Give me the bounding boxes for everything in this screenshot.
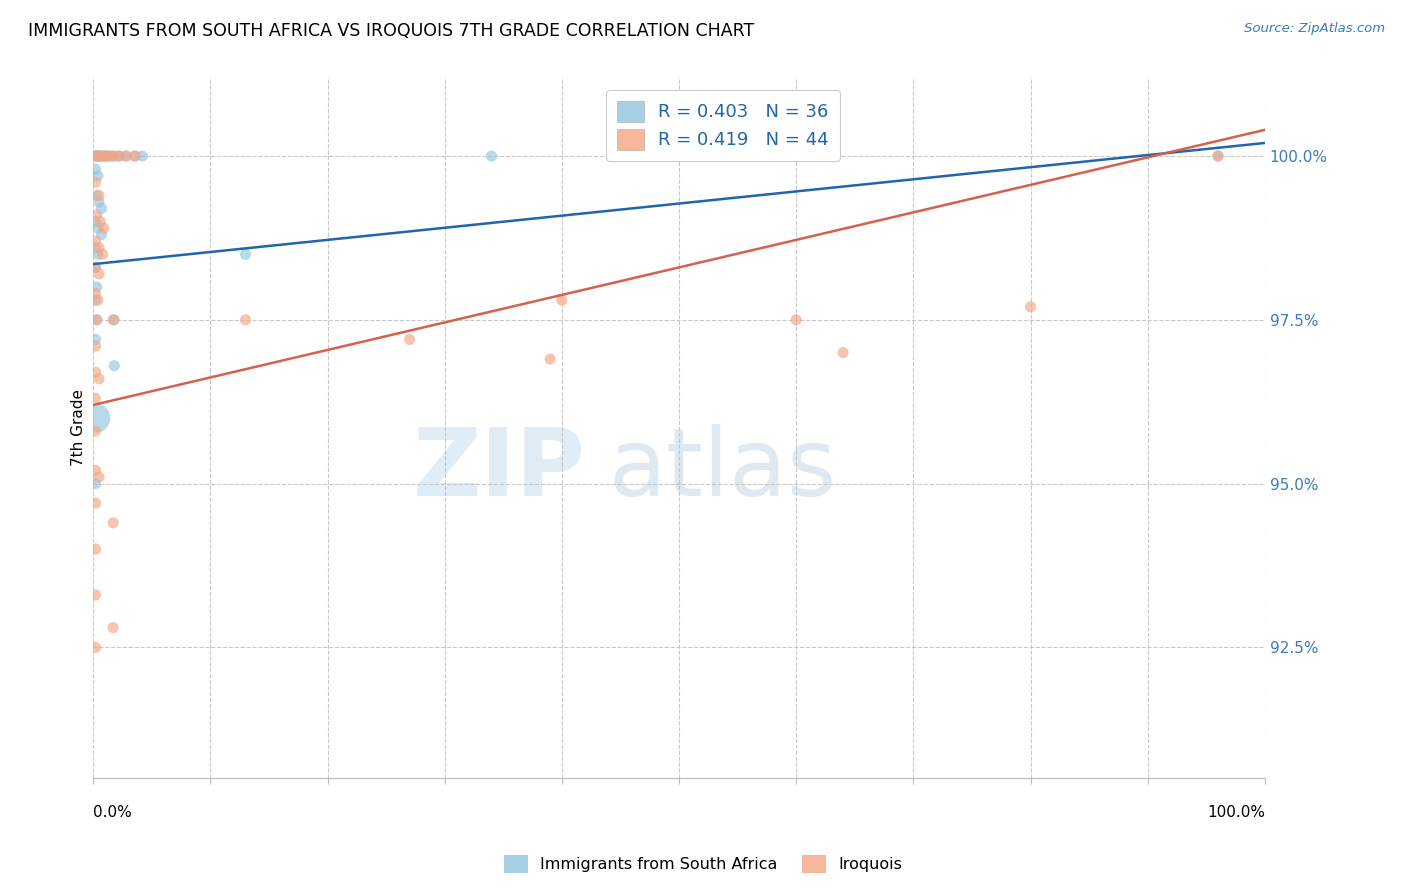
Point: [87, 149, 110, 163]
Point: [87, 372, 110, 386]
Point: [100, 149, 122, 163]
Legend: Immigrants from South Africa, Iroquois: Immigrants from South Africa, Iroquois: [498, 848, 908, 880]
Point: [87, 241, 110, 255]
Text: IMMIGRANTS FROM SOUTH AFRICA VS IROQUOIS 7TH GRADE CORRELATION CHART: IMMIGRANTS FROM SOUTH AFRICA VS IROQUOIS…: [28, 22, 755, 40]
Point: [103, 359, 125, 373]
Point: [86, 280, 108, 294]
Point: [91, 247, 114, 261]
Point: [84, 588, 107, 602]
Text: 100.0%: 100.0%: [1206, 805, 1265, 820]
Point: [86, 313, 108, 327]
Point: [1019, 300, 1042, 314]
Point: [86, 313, 108, 327]
Point: [87, 169, 110, 183]
Text: atlas: atlas: [609, 424, 837, 516]
Point: [122, 149, 145, 163]
Point: [84, 234, 107, 248]
Point: [84, 424, 107, 438]
Point: [1206, 149, 1229, 163]
Point: [84, 149, 107, 163]
Text: 0.0%: 0.0%: [93, 805, 132, 820]
Point: [91, 149, 114, 163]
Point: [84, 293, 107, 307]
Point: [87, 149, 110, 163]
Point: [84, 640, 107, 655]
Point: [84, 260, 107, 275]
Point: [86, 208, 108, 222]
Point: [84, 214, 107, 228]
Point: [84, 241, 107, 255]
Point: [87, 470, 110, 484]
Point: [103, 313, 125, 327]
Point: [84, 392, 107, 406]
Point: [84, 286, 107, 301]
Point: [93, 221, 115, 235]
Point: [87, 267, 110, 281]
Point: [84, 476, 107, 491]
Point: [87, 293, 110, 307]
Point: [398, 333, 420, 347]
Point: [538, 352, 561, 367]
Point: [1206, 149, 1229, 163]
Point: [124, 149, 146, 163]
Point: [89, 149, 111, 163]
Point: [84, 496, 107, 510]
Point: [86, 188, 108, 202]
Point: [84, 162, 107, 177]
Point: [94, 149, 117, 163]
Y-axis label: 7th Grade: 7th Grade: [72, 390, 86, 467]
Point: [84, 175, 107, 189]
Point: [84, 333, 107, 347]
Point: [481, 149, 503, 163]
Point: [832, 345, 855, 359]
Point: [90, 149, 112, 163]
Point: [785, 313, 807, 327]
Point: [84, 542, 107, 557]
Text: ZIP: ZIP: [412, 424, 585, 516]
Point: [101, 621, 124, 635]
Point: [97, 149, 120, 163]
Point: [84, 411, 107, 425]
Point: [87, 149, 110, 163]
Point: [90, 202, 112, 216]
Point: [86, 149, 108, 163]
Point: [84, 260, 107, 275]
Point: [115, 149, 138, 163]
Point: [90, 227, 112, 242]
Point: [131, 149, 153, 163]
Point: [101, 313, 124, 327]
Point: [108, 149, 131, 163]
Point: [115, 149, 138, 163]
Point: [87, 247, 110, 261]
Point: [108, 149, 131, 163]
Point: [96, 149, 118, 163]
Point: [101, 149, 124, 163]
Point: [87, 221, 110, 235]
Point: [103, 149, 125, 163]
Point: [84, 149, 107, 163]
Legend: R = 0.403   N = 36, R = 0.419   N = 44: R = 0.403 N = 36, R = 0.419 N = 44: [606, 90, 839, 161]
Point: [87, 194, 110, 209]
Point: [84, 365, 107, 379]
Point: [101, 516, 124, 530]
Point: [84, 463, 107, 477]
Point: [94, 149, 117, 163]
Text: Source: ZipAtlas.com: Source: ZipAtlas.com: [1244, 22, 1385, 36]
Point: [87, 188, 110, 202]
Point: [84, 339, 107, 353]
Point: [235, 313, 257, 327]
Point: [235, 247, 257, 261]
Point: [89, 214, 111, 228]
Point: [551, 293, 574, 307]
